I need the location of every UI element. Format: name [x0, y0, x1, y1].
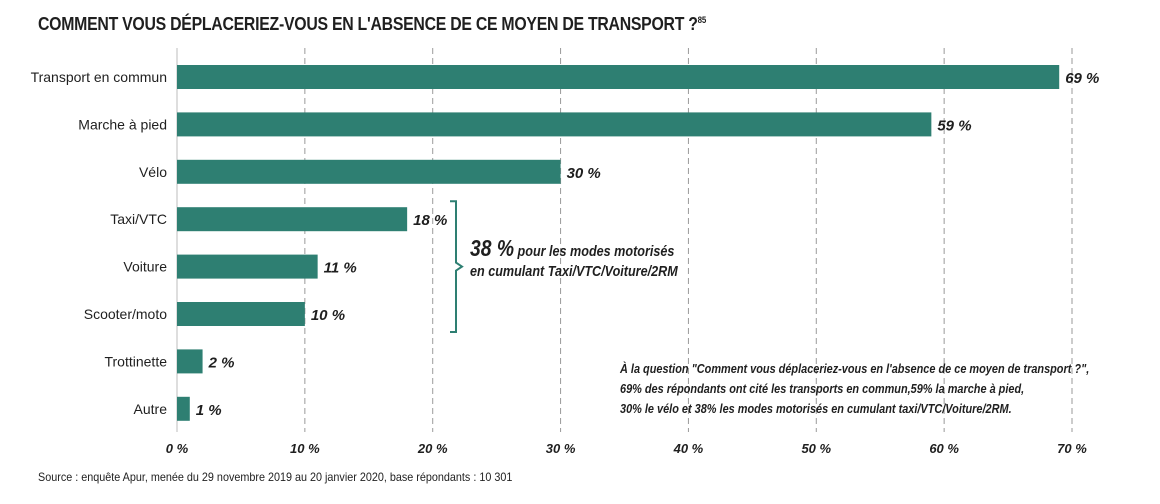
value-label: 30 % — [567, 165, 601, 182]
category-label: Taxi/VTC — [110, 211, 167, 227]
bar — [177, 65, 1060, 89]
bar — [177, 396, 190, 421]
chart-title: COMMENT VOUS DÉPLACERIEZ-VOUS EN L'ABSEN… — [38, 14, 707, 34]
callout-line2: en cumulant Taxi/VTC/Voiture/2RM — [470, 263, 678, 280]
motorized-bracket — [450, 200, 464, 333]
value-label: 59 % — [937, 117, 971, 134]
value-label: 1 % — [196, 402, 222, 419]
summary-note: À la question "Comment vous déplaceriez-… — [620, 359, 1090, 419]
note-line2: 69% des répondants ont cité les transpor… — [620, 381, 1025, 396]
x-tick-label: 30 % — [546, 441, 576, 456]
x-tick-label: 70 % — [1057, 441, 1087, 456]
note-line1: À la question "Comment vous déplaceriez-… — [620, 361, 1090, 376]
bar — [177, 159, 561, 184]
callout-line1: pour les modes motorisés — [517, 243, 675, 260]
x-tick-label: 10 % — [290, 441, 320, 456]
category-label: Marche à pied — [78, 116, 167, 132]
x-tick-label: 0 % — [166, 441, 189, 456]
bars — [177, 65, 1060, 421]
bar — [177, 207, 408, 232]
callout-percentage: 38 % — [470, 235, 515, 261]
value-labels: 69 % 59 % 30 % 18 % 11 % 10 % 2 % 1 % — [196, 70, 1100, 419]
value-label: 2 % — [208, 354, 235, 371]
source-note: Source : enquête Apur, menée du 29 novem… — [38, 470, 513, 484]
value-label: 18 % — [413, 212, 447, 229]
title-footnote: 85 — [697, 15, 707, 25]
bar — [177, 349, 203, 374]
value-label: 11 % — [324, 260, 357, 277]
value-label: 10 % — [311, 307, 345, 324]
bar — [177, 302, 305, 326]
x-axis-tick-labels: 0 % 10 % 20 % 30 % 40 % 50 % 60 % 70 % — [166, 441, 1087, 456]
category-label: Trottinette — [104, 353, 167, 369]
category-label: Autre — [134, 401, 168, 417]
x-tick-label: 50 % — [801, 441, 831, 456]
category-label: Scooter/moto — [84, 306, 167, 322]
category-label: Vélo — [139, 164, 167, 180]
category-labels: Transport en commun Marche à pied Vélo Taxi… — [31, 69, 168, 417]
x-tick-label: 60 % — [929, 441, 959, 456]
category-label: Voiture — [123, 259, 167, 275]
value-label: 69 % — [1065, 70, 1099, 87]
x-tick-label: 40 % — [673, 441, 704, 456]
x-tick-label: 20 % — [417, 441, 448, 456]
bar — [177, 254, 318, 279]
note-line3: 30% le vélo et 38% les modes motorisés e… — [620, 401, 1012, 416]
motorized-callout: 38 % pour les modes motorisés en cumulan… — [470, 235, 678, 282]
category-label: Transport en commun — [31, 69, 167, 85]
bar — [177, 112, 932, 137]
